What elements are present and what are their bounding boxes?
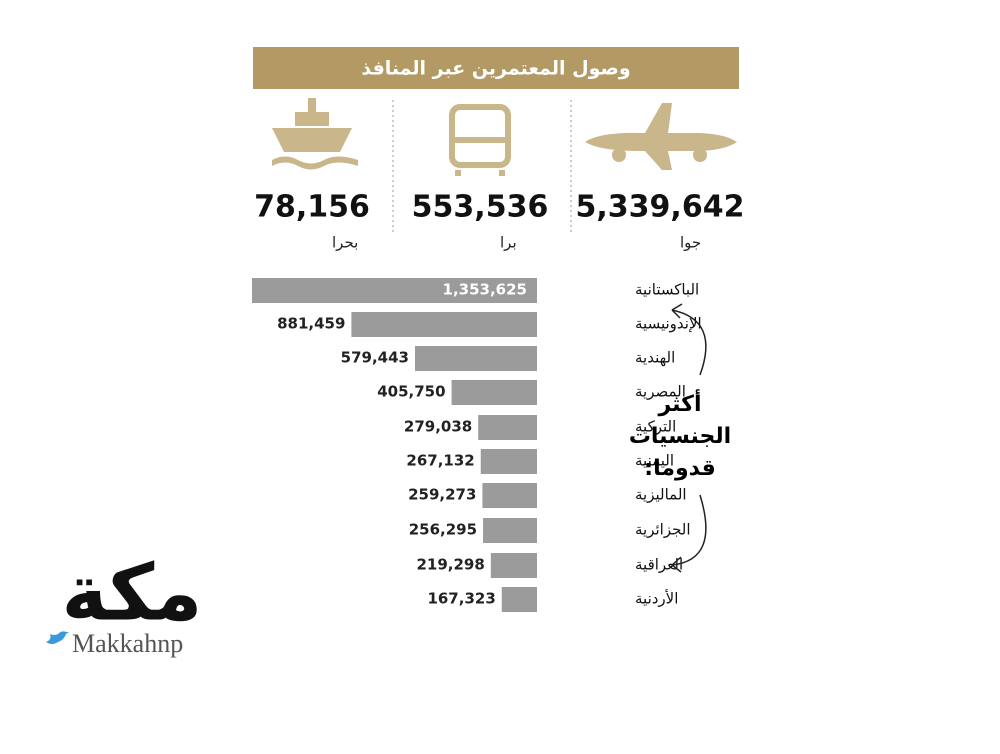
mode-value: 78,156: [254, 190, 370, 225]
category-label: الماليزية: [635, 486, 687, 504]
annotation: أكثر الجنسيات قدوما:: [629, 388, 731, 481]
value-label: 579,443: [341, 349, 409, 367]
category-label: اليمنية: [635, 452, 674, 470]
title: وصول المعتمرين عبر المنافذ: [361, 58, 630, 80]
value-label: 259,273: [408, 486, 476, 504]
bar: [501, 587, 537, 612]
category-label: الباكستانية: [635, 281, 699, 299]
bar: [415, 346, 537, 371]
logo-name: مكة: [62, 548, 203, 638]
category-label: الهندية: [635, 349, 675, 367]
mode-label: برا: [500, 234, 517, 252]
arrow-head: [671, 303, 683, 319]
plane-icon: [585, 103, 737, 170]
mode-label: بحرا: [332, 234, 358, 252]
value-label: 167,323: [427, 590, 495, 608]
bar: [483, 518, 537, 543]
arrow-head: [671, 556, 682, 573]
bar: [490, 553, 537, 578]
bar: [451, 380, 537, 405]
category-label: التركية: [635, 418, 676, 436]
value-label: 256,295: [409, 521, 477, 539]
bar: [478, 415, 537, 440]
arrow: [671, 309, 707, 376]
ship-icon: [272, 98, 358, 170]
value-label: 279,038: [404, 418, 472, 436]
mode-value: 553,536: [412, 190, 549, 225]
bus-icon: [449, 104, 511, 176]
twitter-icon: [46, 631, 69, 644]
annotation-line: قدوما:: [644, 456, 715, 481]
category-label: الإندونيسية: [635, 315, 702, 333]
arrow: [671, 494, 707, 566]
logo-handle: Makkahnp: [72, 629, 183, 658]
bar: [480, 449, 537, 474]
value-label: 881,459: [277, 315, 345, 333]
value-label: 1,353,625: [443, 281, 527, 299]
bar: [252, 278, 537, 303]
category-label: المصرية: [635, 383, 686, 401]
bar: [482, 483, 537, 508]
bar: [351, 312, 537, 337]
annotation-line: أكثر: [657, 388, 701, 417]
header-band: [253, 47, 739, 89]
mode-value: 5,339,642: [576, 190, 745, 225]
annotation-line: الجنسيات: [629, 424, 731, 449]
category-label: الأردنية: [635, 589, 678, 608]
value-label: 267,132: [406, 452, 474, 470]
category-label: العراقية: [635, 556, 683, 574]
value-label: 219,298: [416, 556, 484, 574]
category-label: الجزائرية: [635, 521, 691, 539]
mode-label: جوا: [680, 234, 701, 252]
value-label: 405,750: [377, 383, 445, 401]
